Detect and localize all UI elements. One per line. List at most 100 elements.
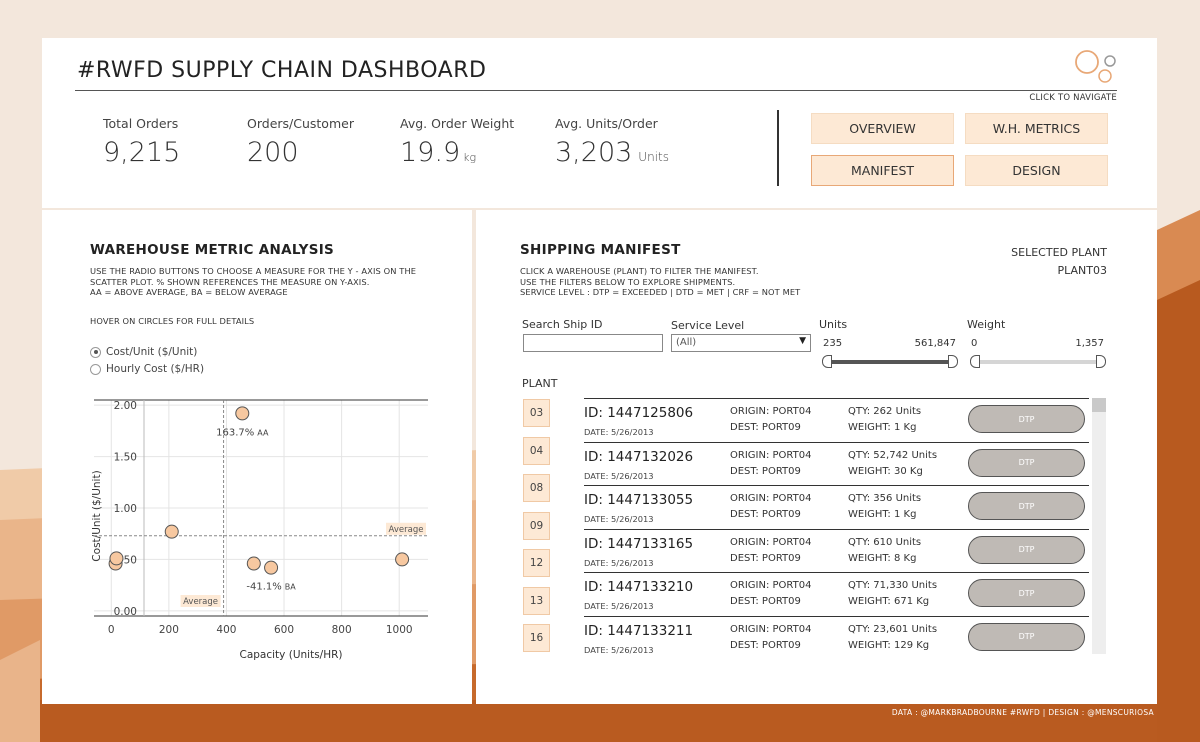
ship-origin: ORIGIN: PORT04 xyxy=(730,536,812,548)
radio-label: Hourly Cost ($/HR) xyxy=(106,363,205,375)
kpi-value: 9,215 xyxy=(103,137,181,168)
x-tick-label: 800 xyxy=(332,624,352,636)
point-annotation: 163.7% AA xyxy=(216,427,269,438)
scatter-point[interactable] xyxy=(395,552,410,567)
plant-button[interactable]: 04 xyxy=(523,436,550,465)
service-level-value: (All) xyxy=(676,337,697,348)
selected-plant-label: SELECTED PLANT xyxy=(1011,246,1107,259)
plant-button[interactable]: 16 xyxy=(523,624,550,652)
ship-id: ID: 1447125806 xyxy=(584,405,694,421)
scatter-point[interactable] xyxy=(264,560,279,575)
kpi-label: Avg. Order Weight xyxy=(400,116,515,131)
scatter-plot: 0 200 400 600 800 10000.000.501.001.502.00Cap… xyxy=(91,399,428,661)
plant-button[interactable]: 03 xyxy=(523,399,550,427)
manifest-desc-line: CLICK A WAREHOUSE (PLANT) TO FILTER THE … xyxy=(520,266,759,276)
ship-weight: WEIGHT: 671 Kg xyxy=(848,596,930,607)
table-row[interactable]: ID: 1447133211 DATE: 5/26/2013 ORIGIN: POR… xyxy=(584,615,1089,659)
ship-destination: DEST: PORT09 xyxy=(730,596,801,607)
kpi-total-orders: Total Orders 9,215 xyxy=(103,116,180,168)
kpi-value: 3,203 Units xyxy=(555,137,669,168)
plant-button[interactable]: 09 xyxy=(523,511,550,540)
ship-date: DATE: 5/26/2013 xyxy=(584,514,654,524)
warehouse-desc-line: SCATTER PLOT. % SHOWN REFERENCES THE MEA… xyxy=(90,276,370,287)
units-max: 561,847 xyxy=(914,338,956,349)
weight-slider-min-handle[interactable] xyxy=(970,355,980,368)
service-level-badge[interactable]: DTP xyxy=(968,579,1085,607)
service-level-select[interactable]: (All) ▼ xyxy=(671,334,811,352)
service-level-badge[interactable]: DTP xyxy=(968,622,1085,651)
weight-label: Weight xyxy=(967,318,1006,331)
ship-weight: WEIGHT: 30 Kg xyxy=(848,465,923,477)
overview-button[interactable]: OVERVIEW xyxy=(811,113,954,144)
kpi-label: Total Orders xyxy=(103,116,179,131)
scatter-point[interactable] xyxy=(109,551,124,566)
manifest-title: SHIPPING MANIFEST xyxy=(520,242,681,258)
table-row[interactable]: ID: 1447133165 DATE: 5/26/2013 ORIGIN: POR… xyxy=(584,528,1089,572)
plant-button[interactable]: 08 xyxy=(523,474,550,502)
units-slider-min-handle[interactable] xyxy=(822,355,832,368)
service-level-badge[interactable]: DTP xyxy=(968,535,1085,564)
kpi-avg-units-order: Avg. Units/Order 3,203 Units xyxy=(555,116,669,168)
weight-min: 0 xyxy=(971,338,978,349)
wh-metrics-button[interactable]: W.H. METRICS xyxy=(965,113,1108,144)
logo-circles-icon[interactable] xyxy=(1072,48,1122,88)
kpi-label: Avg. Units/Order xyxy=(555,116,658,131)
radio-selected-icon[interactable] xyxy=(90,346,101,358)
scrollbar-thumb[interactable] xyxy=(1092,398,1106,412)
table-row[interactable]: ID: 1447125806 DATE: 5/26/2013 ORIGIN: POR… xyxy=(584,398,1089,441)
warehouse-description: USE THE RADIO BUTTONS TO CHOOSE A MEASUR… xyxy=(90,266,416,298)
service-level-badge[interactable]: DTP xyxy=(968,405,1085,433)
plant-button[interactable]: 12 xyxy=(523,549,550,577)
navigate-hint: CLICK TO NAVIGATE xyxy=(1029,93,1117,103)
search-ship-id-label: Search Ship ID xyxy=(522,318,603,331)
manifest-description: CLICK A WAREHOUSE (PLANT) TO FILTER THE … xyxy=(520,266,800,298)
service-level-badge[interactable]: DTP xyxy=(968,492,1085,520)
radio-cost-per-unit[interactable]: Cost/Unit ($/Unit) xyxy=(90,346,197,358)
manifest-desc-line: SERVICE LEVEL : DTP = EXCEEDED | DTD = M… xyxy=(520,287,801,297)
ship-date: DATE: 5/26/2013 xyxy=(584,601,654,611)
ship-origin: ORIGIN: PORT04 xyxy=(730,623,812,635)
y-axis-label: Cost/Unit ($/Unit) xyxy=(91,470,103,561)
plant-button[interactable]: 13 xyxy=(523,586,550,615)
ship-origin: ORIGIN: PORT04 xyxy=(730,449,812,461)
ship-origin: ORIGIN: PORT04 xyxy=(730,493,812,504)
warehouse-title: WAREHOUSE METRIC ANALYSIS xyxy=(90,242,335,258)
ship-quantity: QTY: 23,601 Units xyxy=(848,623,938,635)
kpi-orders-per-customer: Orders/Customer 200 xyxy=(247,116,354,168)
manifest-button[interactable]: MANIFEST xyxy=(811,155,954,186)
table-row[interactable]: ID: 1447133210 DATE: 5/26/2013 ORIGIN: POR… xyxy=(584,572,1089,615)
radio-unselected-icon[interactable] xyxy=(90,363,101,375)
warehouse-panel: WAREHOUSE METRIC ANALYSIS USE THE RADIO … xyxy=(42,210,472,704)
ship-date: DATE: 5/26/2013 xyxy=(584,644,654,655)
scatter-point[interactable] xyxy=(164,524,179,539)
manifest-scrollbar[interactable] xyxy=(1092,398,1106,654)
kpi-value: 200 xyxy=(247,137,299,168)
warehouse-desc-line: AA = ABOVE AVERAGE, BA = BELOW AVERAGE xyxy=(90,287,288,297)
weight-slider-max-handle[interactable] xyxy=(1096,355,1106,368)
design-button[interactable]: DESIGN xyxy=(965,155,1108,186)
kpi-label: Orders/Customer xyxy=(247,116,354,131)
radio-hourly-cost[interactable]: Hourly Cost ($/HR) xyxy=(90,363,204,375)
weight-slider-track[interactable] xyxy=(976,360,1101,364)
scatter-point[interactable] xyxy=(235,406,250,421)
units-slider-max-handle[interactable] xyxy=(948,355,958,368)
table-row[interactable]: ID: 1447132026 DATE: 5/26/2013 ORIGIN: POR… xyxy=(584,441,1089,485)
scatter-point[interactable] xyxy=(246,556,261,571)
kpi-divider xyxy=(777,110,779,186)
ship-date: DATE: 5/26/2013 xyxy=(584,470,654,481)
ship-quantity: QTY: 262 Units xyxy=(848,406,922,417)
ship-weight: WEIGHT: 129 Kg xyxy=(848,639,930,651)
ship-date: DATE: 5/26/2013 xyxy=(584,427,654,437)
ship-weight: WEIGHT: 1 Kg xyxy=(848,509,917,520)
average-x-label: Average xyxy=(183,597,218,607)
search-ship-id-input[interactable] xyxy=(523,334,663,352)
y-tick-label: 1.50 xyxy=(114,452,137,464)
ship-destination: DEST: PORT09 xyxy=(730,465,801,477)
units-slider-track[interactable] xyxy=(828,360,953,364)
title-rule xyxy=(75,90,1117,91)
x-tick-label: 600 xyxy=(274,624,294,636)
ship-weight: WEIGHT: 8 Kg xyxy=(848,552,917,564)
annotation-suffix: BA xyxy=(285,583,296,592)
table-row[interactable]: ID: 1447133055 DATE: 5/26/2013 ORIGIN: POR… xyxy=(584,485,1089,528)
service-level-badge[interactable]: DTP xyxy=(968,448,1085,477)
